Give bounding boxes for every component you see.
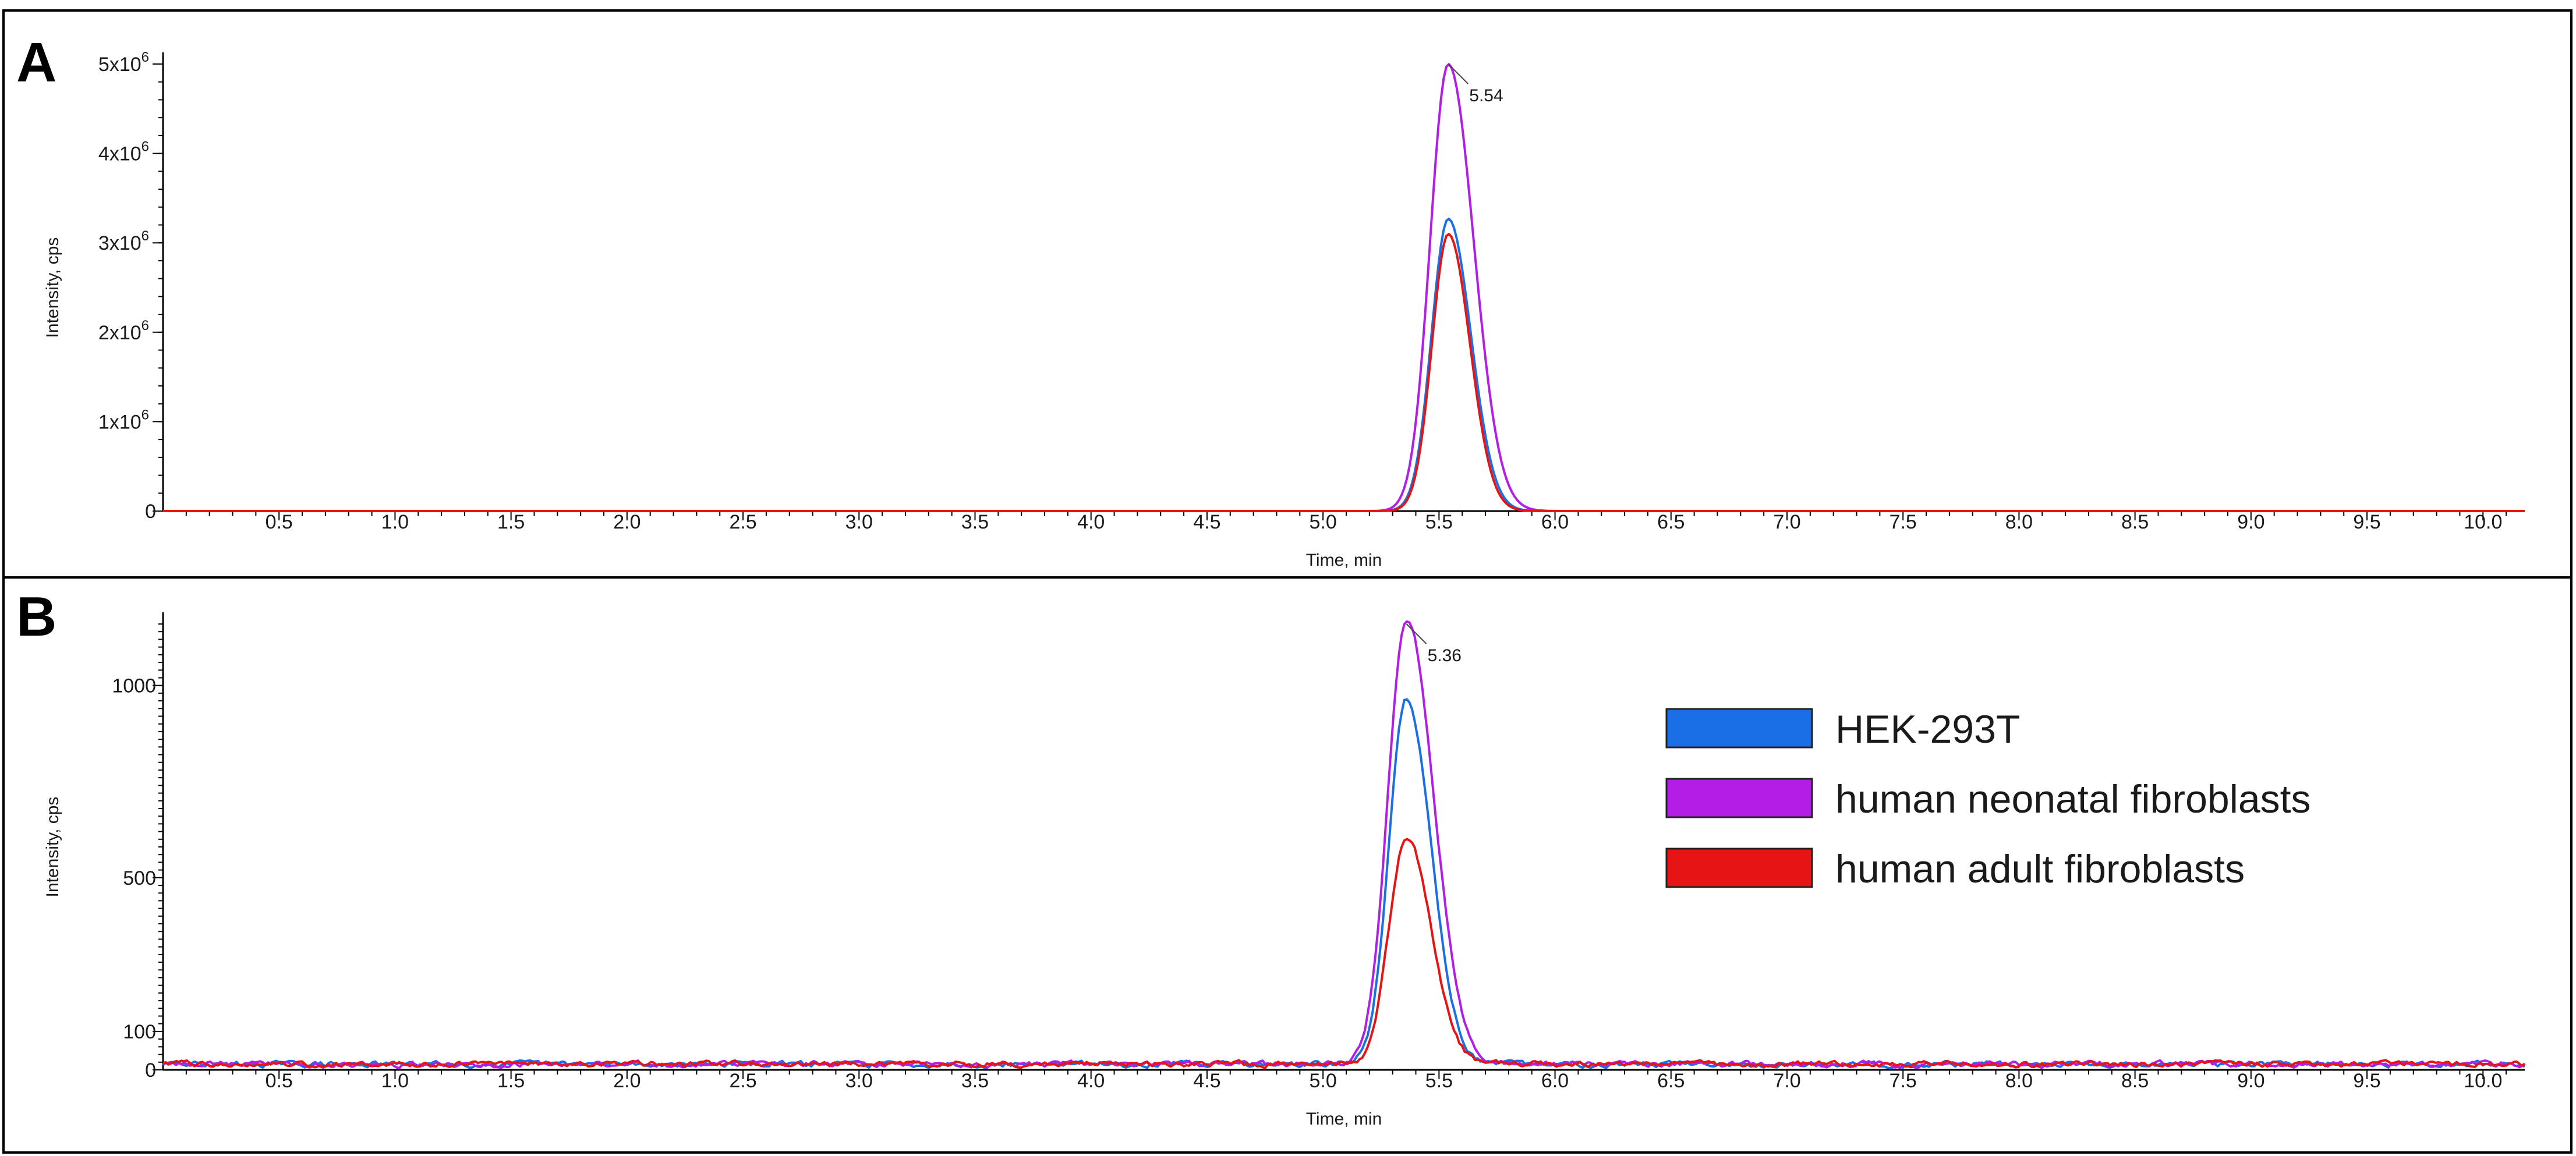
peak-annotation-leader <box>1448 63 1469 84</box>
y-tick-label: 3x106 <box>98 228 149 254</box>
x-tick-label: 6.0 <box>1541 1070 1569 1092</box>
x-tick-label: 3.0 <box>845 511 873 533</box>
peak-annotation-label: 5.36 <box>1428 646 1462 665</box>
x-axis-title: Time, min <box>1306 551 1382 570</box>
y-tick-label: 0 <box>145 1059 156 1081</box>
panel-label-b: B <box>16 586 56 648</box>
series-line-human-adult-fibroblasts <box>162 838 2526 1069</box>
x-tick-label: 10.0 <box>2464 511 2502 533</box>
x-tick-label: 9.0 <box>2237 1070 2264 1092</box>
legend-swatch-hek293t <box>1665 708 1813 749</box>
x-tick-label: 6.0 <box>1541 511 1569 533</box>
y-tick-label: 1000 <box>112 675 156 697</box>
x-tick-label: 3.0 <box>845 1070 873 1092</box>
x-tick-label: 8.0 <box>2005 1070 2033 1092</box>
x-tick-label: 3.5 <box>961 1070 989 1092</box>
chart-panel-a: 0.5 1.0 1.5 2.0 2.5 3.0 3.5 4.0 4.5 5.0 5.5 6.0 6.5 7… <box>43 49 2525 570</box>
y-tick-label: 1x106 <box>98 407 149 433</box>
y-axis-title: Intensity, cps <box>43 797 62 898</box>
series-line-human-adult-fibroblasts <box>163 233 2525 512</box>
x-tick-label: 5.5 <box>1425 511 1453 533</box>
figure-frame <box>2 9 2573 1154</box>
x-tick-label: 5.0 <box>1310 1070 1337 1092</box>
x-tick-label: 2.5 <box>729 1070 756 1092</box>
x-tick-label: 4.5 <box>1193 511 1220 533</box>
x-tick-label: 6.5 <box>1657 511 1685 533</box>
legend-label-neonatal: human neonatal fibroblasts <box>1835 777 2311 821</box>
x-tick-label: 2.5 <box>729 511 756 533</box>
x-tick-label: 6.5 <box>1657 1070 1685 1092</box>
x-tick-label: 7.5 <box>1889 1070 1917 1092</box>
x-tick-label: 1.5 <box>497 511 525 533</box>
x-tick-label: 1.0 <box>381 1070 409 1092</box>
y-tick-label: 500 <box>123 867 156 889</box>
x-tick-label: 5.0 <box>1310 511 1337 533</box>
x-tick-label: 2.0 <box>613 511 641 533</box>
x-tick-label: 8.0 <box>2005 511 2033 533</box>
x-tick-label: 8.5 <box>2121 511 2149 533</box>
x-tick-label: 1.0 <box>381 511 409 533</box>
x-tick-label: 10.0 <box>2464 1070 2502 1092</box>
y-tick-label: 4x106 <box>98 139 149 165</box>
y-tick-label: 5x106 <box>98 49 149 76</box>
y-tick-label: 2x106 <box>98 318 149 344</box>
x-tick-label: 3.5 <box>961 511 989 533</box>
x-tick-label: 7.5 <box>1889 511 1917 533</box>
peak-annotation-leader <box>1406 623 1427 644</box>
legend: HEK-293T human neonatal fibroblasts huma… <box>1665 707 2311 891</box>
legend-swatch-adult <box>1665 848 1813 888</box>
peak-annotation-label: 5.54 <box>1469 86 1503 105</box>
x-tick-label: 7.0 <box>1773 1070 1800 1092</box>
x-tick-label: 9.5 <box>2353 1070 2380 1092</box>
x-tick-label: 0.5 <box>266 1070 293 1092</box>
panel-label-a: A <box>16 31 56 94</box>
series-line-human-neonatal-fibroblasts <box>162 620 2525 1070</box>
y-tick-label: 100 <box>123 1021 156 1043</box>
series-line-human-neonatal-fibroblasts <box>163 63 2525 512</box>
x-tick-label: 9.0 <box>2237 511 2264 533</box>
x-tick-label: 7.0 <box>1773 511 1800 533</box>
x-tick-label: 1.5 <box>497 1070 525 1092</box>
x-tick-label: 9.5 <box>2353 511 2380 533</box>
series-line-hek-293t <box>163 217 2525 512</box>
x-tick-label: 2.0 <box>613 1070 641 1092</box>
legend-swatch-neonatal <box>1665 778 1813 818</box>
x-tick-label: 4.5 <box>1193 1070 1220 1092</box>
x-tick-label: 4.0 <box>1077 511 1105 533</box>
x-tick-label: 5.5 <box>1425 1070 1453 1092</box>
legend-label-adult: human adult fibroblasts <box>1835 847 2245 891</box>
y-tick-label: 0 <box>145 501 156 523</box>
y-axis-title: Intensity, cps <box>43 237 62 338</box>
x-tick-label: 4.0 <box>1077 1070 1105 1092</box>
x-tick-label: 0.5 <box>266 511 293 533</box>
chart-panel-b: 0.5 1.0 1.5 2.0 2.5 3.0 3.5 4.0 4.5 5.0 5.5 6.0 6.5 7… <box>43 612 2526 1129</box>
legend-label-hek293t: HEK-293T <box>1835 707 2020 751</box>
x-axis-title: Time, min <box>1306 1109 1382 1129</box>
x-tick-label: 8.5 <box>2121 1070 2149 1092</box>
